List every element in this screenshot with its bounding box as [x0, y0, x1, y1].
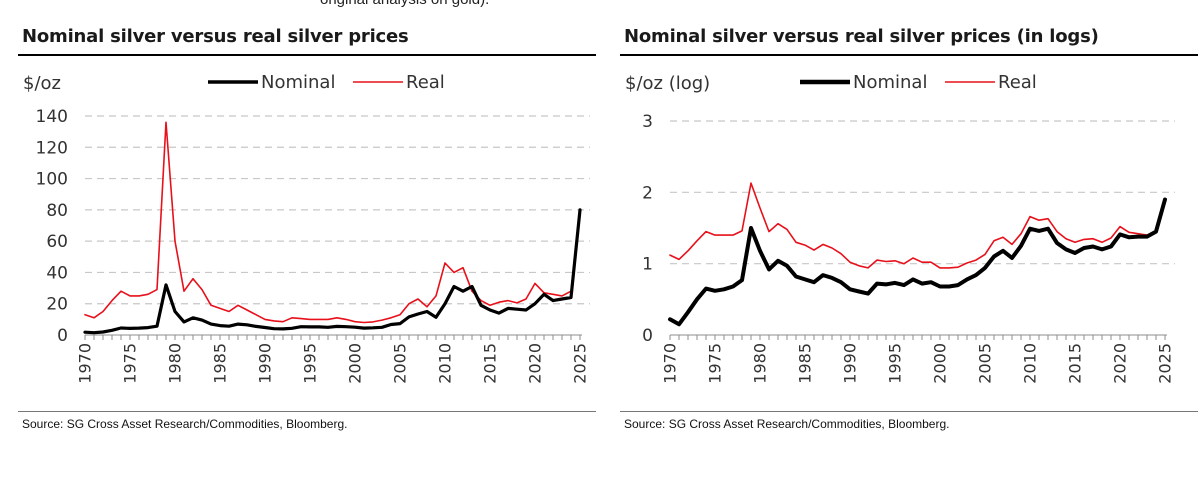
chart-panel-nominal-real: Nominal silver versus real silver prices… [18, 0, 598, 491]
y-tick-label: 20 [46, 295, 68, 315]
legend-label-nominal: Nominal [853, 72, 927, 93]
series-line-real [84, 121, 581, 324]
series-line-nominal [83, 208, 582, 335]
x-tick-label: 2000 [931, 343, 950, 384]
line-chart-linear: $/oz 0 20 40 60 80 100 120 140 1970 1975 1980 1985 19… [23, 72, 590, 384]
y-tick-label: 3 [642, 112, 653, 132]
y-tick-label: 2 [642, 183, 653, 203]
y-axis-label: $/oz [23, 73, 61, 94]
y-axis-label: $/oz (log) [625, 73, 710, 94]
x-tick-label: 1980 [166, 343, 185, 384]
y-tick-label: 120 [36, 138, 68, 158]
chart-title: Nominal silver versus real silver prices… [624, 26, 1099, 47]
x-tick-label: 1975 [121, 343, 140, 384]
x-tick-label: 1975 [706, 343, 725, 384]
chart-title: Nominal silver versus real silver prices [22, 26, 409, 47]
x-tick-label: 1970 [76, 343, 95, 384]
y-tick-label: 40 [46, 263, 68, 283]
x-tick-label: 2025 [571, 343, 590, 384]
x-tick-label: 2000 [346, 343, 365, 384]
source-rule [620, 411, 1198, 412]
y-tick-label: 80 [46, 201, 68, 221]
x-tick-label: 2010 [436, 343, 455, 384]
y-tick-label: 100 [36, 170, 68, 190]
x-tick-label: 1985 [211, 343, 230, 384]
y-tick-label: 60 [46, 232, 68, 252]
x-tick-label: 1970 [661, 343, 680, 384]
series-line-nominal [668, 197, 1167, 327]
x-tick-label: 1990 [841, 343, 860, 384]
legend-label-real: Real [406, 72, 445, 93]
chart-panel-log: Nominal silver versus real silver prices… [620, 0, 1200, 491]
source-note: Source: SG Cross Asset Research/Commodit… [22, 417, 348, 431]
source-rule [18, 411, 596, 412]
legend-label-nominal: Nominal [261, 72, 335, 93]
x-tick-label: 2020 [526, 343, 545, 384]
x-tick-label: 2010 [1021, 343, 1040, 384]
series-line-real [669, 182, 1166, 269]
y-tick-label: 0 [642, 326, 653, 346]
y-tick-label: 140 [36, 107, 68, 127]
x-tick-label: 2005 [976, 343, 995, 384]
y-tick-label: 0 [57, 326, 68, 346]
x-tick-label: 2015 [481, 343, 500, 384]
x-tick-label: 2020 [1111, 343, 1130, 384]
source-note: Source: SG Cross Asset Research/Commodit… [624, 417, 950, 431]
x-tick-label: 1980 [751, 343, 770, 384]
x-tick-label: 2025 [1156, 343, 1175, 384]
title-rule [620, 54, 1198, 56]
x-tick-label: 2005 [391, 343, 410, 384]
line-chart-log: $/oz (log) 0 1 2 3 1970 1975 1980 1985 1990 1995 20… [625, 72, 1175, 384]
x-tick-label: 1990 [256, 343, 275, 384]
top-note: original analysis on gold). [320, 0, 489, 8]
x-tick-label: 1995 [886, 343, 905, 384]
x-tick-label: 1985 [796, 343, 815, 384]
legend-label-real: Real [998, 72, 1037, 93]
y-tick-label: 1 [642, 255, 653, 275]
x-tick-label: 2015 [1066, 343, 1085, 384]
x-tick-label: 1995 [301, 343, 320, 384]
title-rule [18, 54, 596, 56]
